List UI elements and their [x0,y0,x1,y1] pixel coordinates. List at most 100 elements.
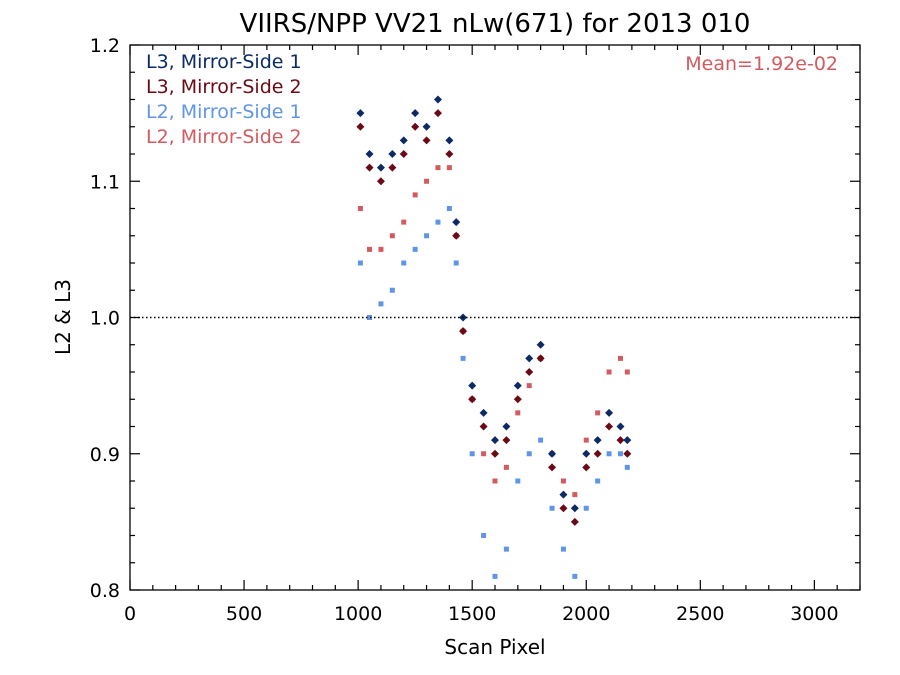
data-point [616,422,625,431]
data-point [617,451,623,457]
data-point [624,464,630,470]
data-point [559,490,568,499]
y-axis-label: L2 & L3 [51,279,75,355]
data-point [582,449,591,458]
data-point [399,136,408,145]
data-point [481,451,487,457]
data-point [446,206,452,211]
data-point [376,163,385,172]
data-point [376,177,385,186]
data-point [459,327,468,336]
chart-title: VIIRS/NPP VV21 nLw(671) for 2013 010 [240,9,751,39]
legend-entry: L2, Mirror-Side 2 [146,126,302,148]
data-point [399,150,408,158]
data-point [378,301,384,307]
data-point [570,517,579,526]
data-point [452,231,461,240]
data-point [367,315,373,320]
y-tick-label: 1.1 [90,171,120,193]
data-point [365,150,374,158]
x-axis: 0 500 1000 1500 2000 2500 3000 [124,45,861,625]
data-point [582,463,591,472]
data-point [412,192,418,198]
data-point [623,449,632,458]
data-point [536,354,545,363]
data-point [422,122,431,131]
data-point [453,260,459,266]
data-point [424,233,430,239]
data-point [606,451,612,457]
y-tick-label: 0.9 [90,444,120,466]
data-point [357,260,363,266]
data-point [356,122,365,131]
data-point [378,246,384,252]
data-point [513,395,522,404]
data-point [583,505,589,511]
data-point [593,449,602,458]
data-point [479,408,488,417]
data-point [388,163,397,172]
data-point [479,422,488,431]
series-l3-ms1 [356,95,632,513]
x-tick-label: 1500 [448,603,496,625]
data-point [446,165,452,171]
x-tick-label: 0 [124,603,136,625]
data-point [548,449,557,458]
data-point [433,109,442,118]
data-point [388,150,397,158]
data-point [513,381,522,390]
data-point [502,436,511,445]
x-tick-label: 2500 [676,603,724,625]
legend: L3, Mirror-Side 1 L3, Mirror-Side 2 L2, Mi… [146,51,302,148]
data-point [445,136,454,145]
data-point [452,218,461,227]
data-point [526,451,532,457]
data-point [503,546,509,552]
x-tick-label: 1000 [334,603,382,625]
data-point [525,368,534,376]
x-axis-label: Scan Pixel [444,635,545,659]
data-point [367,246,373,252]
data-point [357,206,363,211]
data-points [356,95,632,579]
data-point [536,340,545,349]
data-point [365,163,374,172]
data-point [595,410,601,416]
x-tick-label: 2000 [562,603,610,625]
data-point [389,233,395,239]
data-point [492,478,498,484]
data-point [583,437,589,443]
y-axis: 0.8 0.9 1.0 1.1 1.2 [90,35,860,602]
data-point [560,478,566,484]
data-point [623,436,632,445]
data-point [617,355,623,361]
data-point [401,260,407,266]
data-point [502,422,511,431]
data-point [595,478,601,484]
data-point [460,355,466,361]
data-point [411,122,420,131]
data-point [560,546,566,552]
y-tick-label: 0.8 [90,580,120,602]
series-l2-ms1 [357,206,630,579]
data-point [491,449,499,458]
data-point [491,436,499,445]
legend-entry: L3, Mirror-Side 2 [146,76,302,98]
series-l3-ms2 [356,109,632,526]
x-tick-label: 500 [226,603,262,625]
data-point [422,136,431,145]
legend-entry: L2, Mirror-Side 1 [146,101,302,123]
data-point [605,408,614,417]
plot-area [129,44,861,591]
data-point [616,436,625,445]
data-point [605,422,614,431]
x-tick-label: 3000 [790,603,838,625]
y-tick-label: 1.0 [90,308,120,330]
data-point [435,165,441,171]
legend-entry: L3, Mirror-Side 1 [146,51,302,73]
data-point [412,246,418,252]
data-point [624,369,630,375]
data-point [433,95,442,104]
data-point [515,478,521,484]
